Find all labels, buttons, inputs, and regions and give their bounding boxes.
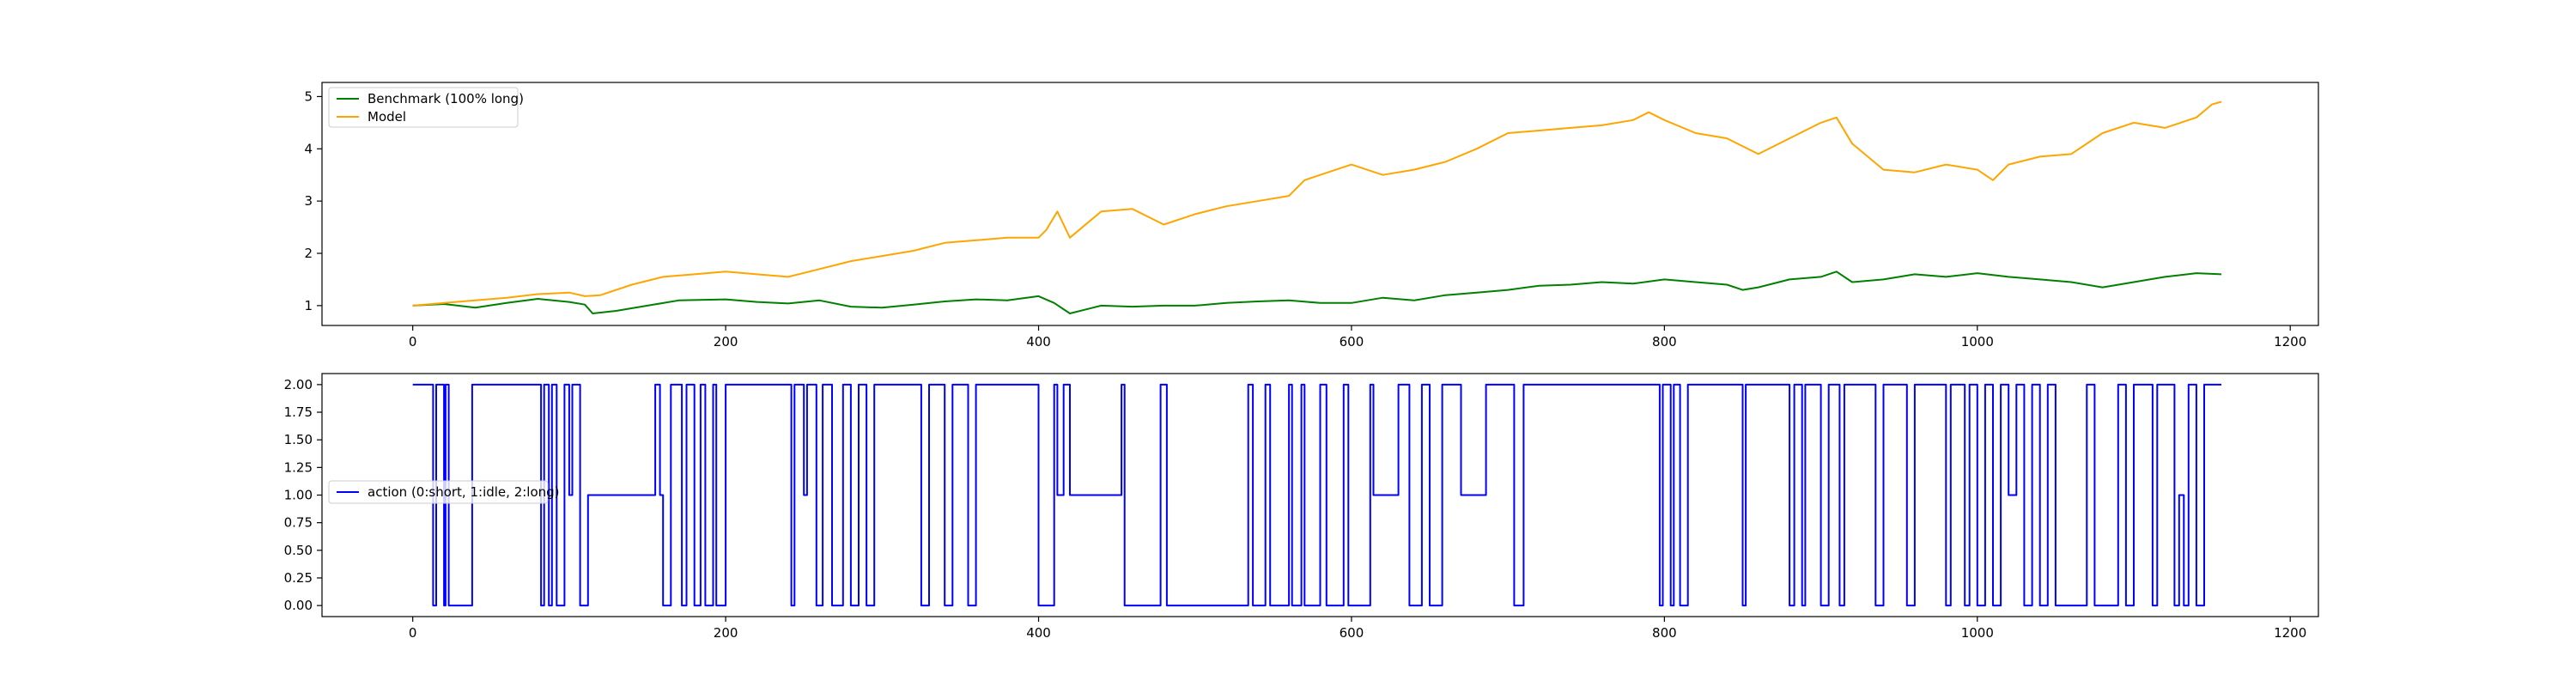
- y-tick-label: 4: [304, 141, 313, 156]
- panel-portfolio-value: 0 200 400 600 800 1000 1200 1 2 3 4 5 Benchmark (1…: [304, 82, 2319, 350]
- y-tick-label: 0.00: [284, 598, 313, 613]
- x-axis-top: 0 200 400 600 800 1000 1200: [409, 325, 2306, 350]
- y-tick-label: 5: [304, 88, 313, 104]
- y-axis-top: 1 2 3 4 5: [304, 88, 322, 313]
- x-tick-label: 0: [409, 625, 417, 641]
- x-tick-label: 1200: [2274, 334, 2306, 350]
- legend-bottom: action (0:short, 1:idle, 2:long): [328, 480, 560, 504]
- legend-label-model: Model: [368, 109, 406, 125]
- x-tick-label: 1000: [1961, 334, 1994, 350]
- legend-box-bottom: [328, 480, 549, 504]
- y-tick-label: 1: [304, 298, 313, 313]
- legend-label-benchmark: Benchmark (100% long): [368, 91, 524, 106]
- y-tick-label: 1.25: [284, 459, 313, 475]
- legend-top: Benchmark (100% long) Model: [328, 87, 524, 128]
- series-group-top: [412, 100, 2222, 314]
- series-line-top-0: [412, 271, 2222, 314]
- x-tick-label: 400: [1026, 625, 1051, 641]
- y-tick-label: 3: [304, 193, 313, 209]
- plot-frame-top: [321, 82, 2319, 326]
- x-tick-label: 200: [714, 625, 738, 641]
- legend-box-top: [328, 87, 519, 128]
- series-line-bottom-0: [412, 383, 2221, 607]
- y-axis-bottom: 0.00 0.25 0.50 0.75 1.00 1.25 1.50 1.75 2.00: [284, 377, 322, 613]
- y-tick-label: 1.75: [284, 404, 313, 420]
- x-tick-label: 600: [1340, 334, 1364, 350]
- y-tick-label: 0.25: [284, 570, 313, 586]
- y-tick-label: 1.00: [284, 488, 313, 503]
- x-tick-label: 200: [714, 334, 738, 350]
- x-axis-bottom: 0 200 400 600 800 1000 1200: [409, 617, 2306, 641]
- x-tick-label: 0: [409, 334, 417, 350]
- x-tick-label: 1000: [1961, 625, 1994, 641]
- series-group-bottom: [412, 383, 2221, 607]
- y-tick-label: 2: [304, 246, 313, 261]
- x-tick-label: 800: [1652, 334, 1677, 350]
- y-tick-label: 2.00: [284, 377, 313, 392]
- panel-action: 0 200 400 600 800 1000 1200 0.00 0.25 0.50 0.75 1.…: [284, 373, 2319, 641]
- x-tick-label: 800: [1652, 625, 1677, 641]
- y-tick-label: 0.75: [284, 515, 313, 531]
- x-tick-label: 400: [1026, 334, 1051, 350]
- x-tick-label: 600: [1340, 625, 1364, 641]
- y-tick-label: 1.50: [284, 432, 313, 447]
- x-tick-label: 1200: [2274, 625, 2306, 641]
- legend-label-action: action (0:short, 1:idle, 2:long): [368, 484, 560, 500]
- series-line-top-1: [412, 100, 2222, 307]
- y-tick-label: 0.50: [284, 543, 313, 558]
